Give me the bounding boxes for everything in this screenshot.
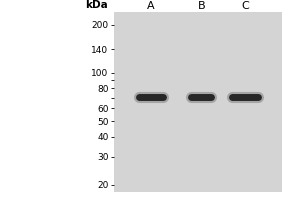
Text: C: C bbox=[241, 1, 249, 11]
Text: B: B bbox=[197, 1, 205, 11]
Text: kDa: kDa bbox=[85, 0, 108, 10]
Text: A: A bbox=[147, 1, 155, 11]
